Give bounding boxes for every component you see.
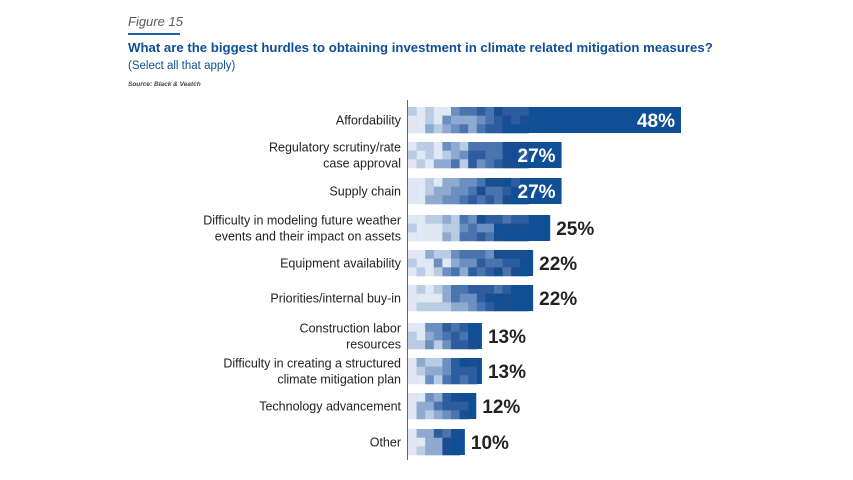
bar-texture-8 xyxy=(408,358,478,385)
category-label: Priorities/internal buy-in xyxy=(270,292,401,306)
data-label: 13% xyxy=(488,327,526,348)
bar-texture-7 xyxy=(408,323,478,350)
category-label-line: Regulatory scrutiny/rate xyxy=(269,141,401,155)
bar-texture-3 xyxy=(408,178,529,205)
chart-title: What are the biggest hurdles to obtainin… xyxy=(128,40,713,55)
data-label: 27% xyxy=(518,182,556,203)
figure-label: Figure 15 xyxy=(128,14,183,29)
bar-texture-2 xyxy=(408,142,529,169)
data-label: 10% xyxy=(471,433,509,454)
category-label-line: Difficulty in creating a structured xyxy=(223,357,401,371)
category-label-line: climate mitigation plan xyxy=(277,373,401,387)
category-label-line: Construction labor xyxy=(300,322,401,336)
category-label-line: Other xyxy=(370,436,401,450)
category-label-line: Supply chain xyxy=(329,185,401,199)
category-label-line: Affordability xyxy=(336,114,402,128)
chart-source: Source: Black & Veatch xyxy=(128,81,201,88)
chart-subtitle: (Select all that apply) xyxy=(128,60,236,72)
category-label-line: Priorities/internal buy-in xyxy=(270,292,401,306)
data-label: 13% xyxy=(488,362,526,383)
category-label-line: resources xyxy=(346,338,401,352)
figure-label-underline xyxy=(128,33,180,35)
category-label: Equipment availability xyxy=(280,257,402,271)
bar-texture-6 xyxy=(408,285,529,312)
category-label: Other xyxy=(370,436,401,450)
category-label-line: Difficulty in modeling future weather xyxy=(203,214,401,228)
bar-texture-10 xyxy=(408,429,460,456)
category-label-line: Technology advancement xyxy=(259,400,401,414)
category-label: Technology advancement xyxy=(259,400,401,414)
category-label-line: Equipment availability xyxy=(280,257,402,271)
category-label: Construction labor resources xyxy=(300,322,401,352)
bar-texture-1 xyxy=(408,107,529,134)
data-label: 12% xyxy=(482,397,520,418)
data-label: 22% xyxy=(539,254,577,275)
bar-texture-5 xyxy=(408,250,529,277)
category-label-line: case approval xyxy=(323,157,401,171)
data-label: 27% xyxy=(518,146,556,167)
data-label: 25% xyxy=(556,219,594,240)
category-label: Supply chain xyxy=(329,185,401,199)
bar-texture-4 xyxy=(408,215,529,242)
category-label-line: events and their impact on assets xyxy=(215,230,401,244)
category-label: Regulatory scrutiny/rate case approval xyxy=(269,141,401,171)
bar-texture-9 xyxy=(408,393,469,420)
category-label: Affordability xyxy=(336,114,402,128)
category-label: Difficulty in creating a structured clima… xyxy=(223,357,401,387)
category-label: Difficulty in modeling future weather eve… xyxy=(203,214,401,244)
data-label: 22% xyxy=(539,289,577,310)
data-label: 48% xyxy=(637,111,675,132)
